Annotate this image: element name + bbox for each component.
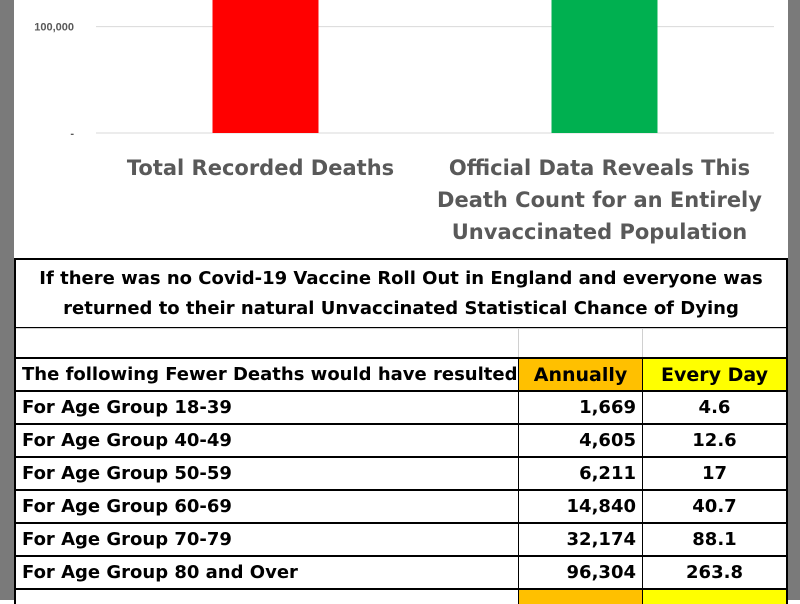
y-tick-label: - [70,128,74,140]
category-label: Official Data Reveals This Death Count fo… [437,156,762,244]
row-annually: 1,669 [518,390,643,425]
headline-line-2: returned to their natural Unvaccinated S… [63,297,739,319]
row-label: For Age Group 50-59 [14,456,519,491]
row-label: For Age Group 70-79 [14,522,519,557]
left-frame-border [0,0,14,600]
row-annually: 4,605 [518,423,643,458]
header-label: The following Fewer Deaths would have re… [14,357,519,392]
row-annually: 6,211 [518,456,643,491]
row-every-day: 88.1 [642,522,788,557]
deaths-table: The following Fewer Deaths would have re… [14,328,788,604]
fewer-deaths-table: If there was no Covid-19 Vaccine Roll Ou… [14,258,788,604]
bar [551,0,658,133]
bar-chart: - 100,000 Total Recorded Deaths Official Da… [14,0,788,258]
table-row: For Age Group 60-69 14,840 40.7 [14,489,788,524]
chart-svg: - 100,000 Total Recorded Deaths Official Da… [34,0,774,244]
table-row: For Age Group 40-49 4,605 12.6 [14,423,788,458]
row-every-day: 40.7 [642,489,788,524]
header-annually: Annually [518,357,643,392]
right-frame-border [788,0,800,600]
row-label: For Age Group 60-69 [14,489,519,524]
y-tick-label: 100,000 [34,22,74,34]
spacer-row [14,328,788,359]
headline-line-1: If there was no Covid-19 Vaccine Roll Ou… [39,267,763,289]
row-every-day: 263.8 [642,555,788,590]
total-row-partial [14,588,788,604]
table-headline: If there was no Covid-19 Vaccine Roll Ou… [14,258,788,328]
row-label: For Age Group 80 and Over [14,555,519,590]
column-header-row: The following Fewer Deaths would have re… [14,357,788,392]
row-every-day: 4.6 [642,390,788,425]
table-row: For Age Group 18-39 1,669 4.6 [14,390,788,425]
category-label: Total Recorded Deaths [127,156,394,180]
row-annually: 32,174 [518,522,643,557]
row-annually: 96,304 [518,555,643,590]
table-row: For Age Group 50-59 6,211 17 [14,456,788,491]
row-every-day: 17 [642,456,788,491]
row-label: For Age Group 18-39 [14,390,519,425]
row-label: For Age Group 40-49 [14,423,519,458]
header-every-day: Every Day [642,357,788,392]
table-row: For Age Group 80 and Over 96,304 263.8 [14,555,788,590]
bar [212,0,319,133]
table-row: For Age Group 70-79 32,174 88.1 [14,522,788,557]
row-every-day: 12.6 [642,423,788,458]
row-annually: 14,840 [518,489,643,524]
